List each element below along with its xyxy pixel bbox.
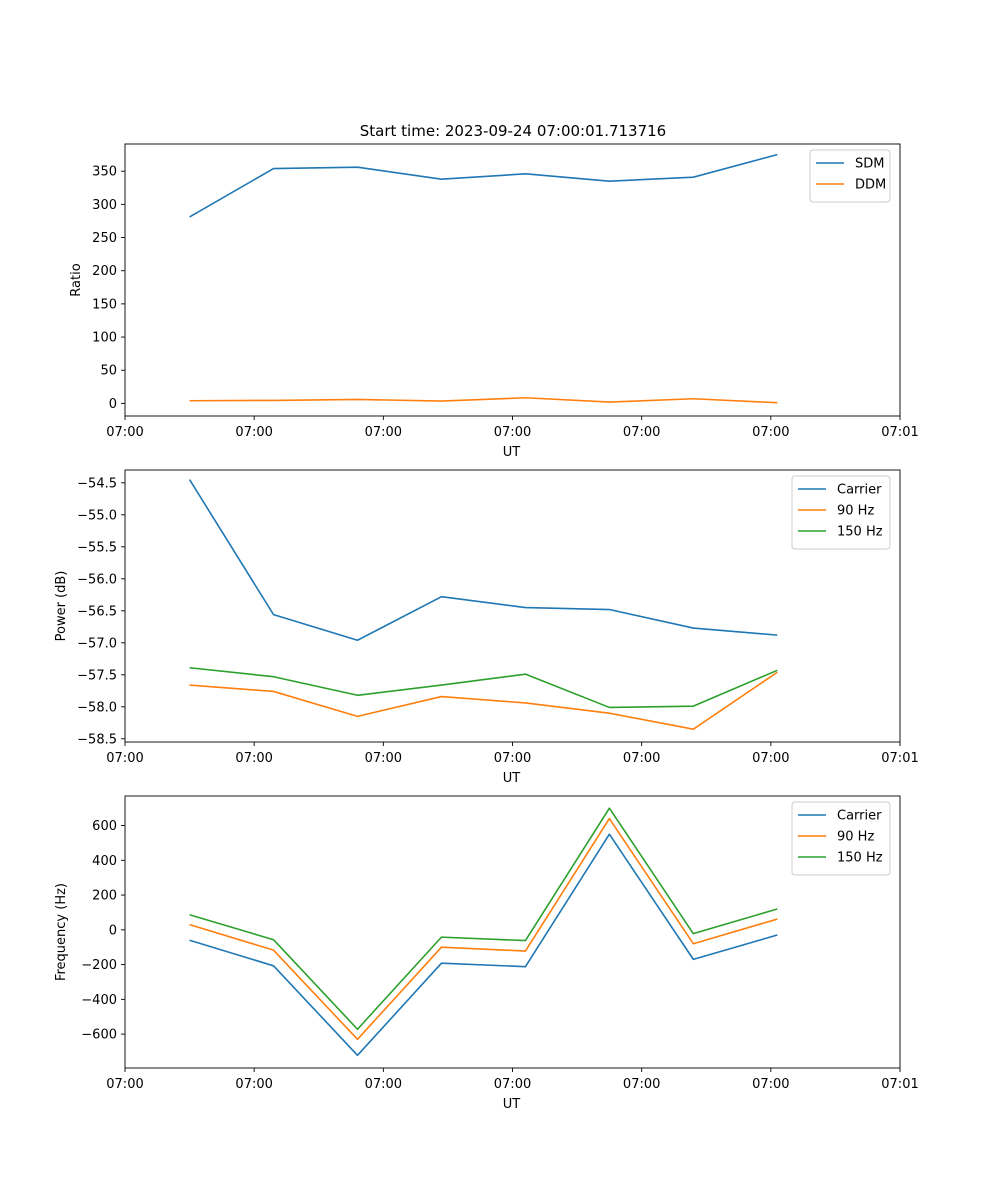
y-tick-label: 350 [92,165,117,180]
y-axis-label: Power (dB) [54,571,69,642]
y-tick-label: −57.5 [77,668,117,683]
x-tick-label: 07:00 [365,425,402,440]
y-axis-label: Frequency (Hz) [54,883,69,981]
y-tick-label: 100 [92,331,117,346]
series-line-150-hz [189,666,778,709]
series-line-ddm [189,396,778,404]
y-tick-label: −58.5 [77,732,117,747]
y-tick-label: −56.0 [77,572,117,587]
x-axis-label: UT [503,771,521,786]
y-tick-label: 50 [100,364,117,379]
y-tick-label: 200 [92,889,117,904]
x-axis-label: UT [503,445,521,460]
panel-3: 07:00 07:00 07:00 07:00 07:00 07:00 07:01 −600 −… [54,795,919,1112]
series-line-150-hz [189,807,778,1031]
y-tick-label: 250 [92,231,117,246]
legend-label-90-hz: 90 Hz [837,504,874,519]
x-tick-label: 07:00 [106,1077,143,1092]
x-tick-label: 07:00 [623,1077,660,1092]
x-tick-label: 07:00 [106,425,143,440]
y-tick-label: 150 [92,297,117,312]
legend-label-150-hz: 150 Hz [837,851,883,866]
x-tick-label: 07:00 [365,1077,402,1092]
legend: Carrier 90 Hz 150 Hz [791,801,891,876]
x-axis-label: UT [503,1097,521,1112]
series-line-90-hz [189,671,778,731]
series-line-sdm [189,153,778,218]
panel-1: 07:00 07:00 07:00 07:00 07:00 07:00 07:01 0 50 10… [69,143,919,460]
y-tick-label: 200 [92,264,117,279]
y-tick-label: 0 [109,923,117,938]
series-line-90-hz [189,817,778,1041]
y-tick-label: −57.0 [77,636,117,651]
legend-label-carrier: Carrier [837,809,882,824]
figure-title: Start time: 2023-09-24 07:00:01.713716 [360,122,666,140]
legend-label-90-hz: 90 Hz [837,830,874,845]
x-tick-label: 07:00 [235,425,272,440]
legend: Carrier 90 Hz 150 Hz [791,475,891,550]
x-tick-label: 07:00 [494,425,531,440]
x-tick-label: 07:00 [494,751,531,766]
series-line-carrier [189,833,778,1057]
legend: SDM DDM [809,149,891,203]
y-tick-label: −55.0 [77,508,117,523]
y-tick-label: −54.5 [77,476,117,491]
x-tick-label: 07:01 [881,751,918,766]
x-tick-label: 07:00 [106,751,143,766]
x-tick-label: 07:00 [623,751,660,766]
x-tick-label: 07:00 [235,1077,272,1092]
y-tick-label: −400 [81,993,117,1008]
x-tick-label: 07:00 [752,751,789,766]
legend-label-150-hz: 150 Hz [837,525,883,540]
legend-label-ddm: DDM [855,178,886,193]
series-line-carrier [188,479,778,642]
panel-2: 07:00 07:00 07:00 07:00 07:00 07:00 07:01 −58.5… [54,469,919,786]
x-tick-label: 07:01 [881,1077,918,1092]
x-tick-label: 07:00 [494,1077,531,1092]
y-tick-label: 300 [92,198,117,213]
legend-label-carrier: Carrier [837,483,882,498]
x-tick-label: 07:00 [235,751,272,766]
y-tick-label: −600 [81,1028,117,1043]
x-tick-label: 07:01 [881,425,918,440]
y-tick-label: 400 [92,854,117,869]
x-tick-label: 07:00 [752,425,789,440]
y-tick-label: −200 [81,958,117,973]
y-tick-label: −55.5 [77,540,117,555]
x-tick-label: 07:00 [365,751,402,766]
y-tick-label: −56.5 [77,604,117,619]
y-axis-label: Ratio [69,263,84,296]
y-tick-label: 600 [92,819,117,834]
y-tick-label: 0 [109,397,117,412]
x-tick-label: 07:00 [623,425,660,440]
panels: 07:00 07:00 07:00 07:00 07:00 07:00 07:01 0 50 10… [54,143,919,1112]
y-tick-label: −58.0 [77,700,117,715]
x-tick-label: 07:00 [752,1077,789,1092]
legend-label-sdm: SDM [855,157,884,172]
